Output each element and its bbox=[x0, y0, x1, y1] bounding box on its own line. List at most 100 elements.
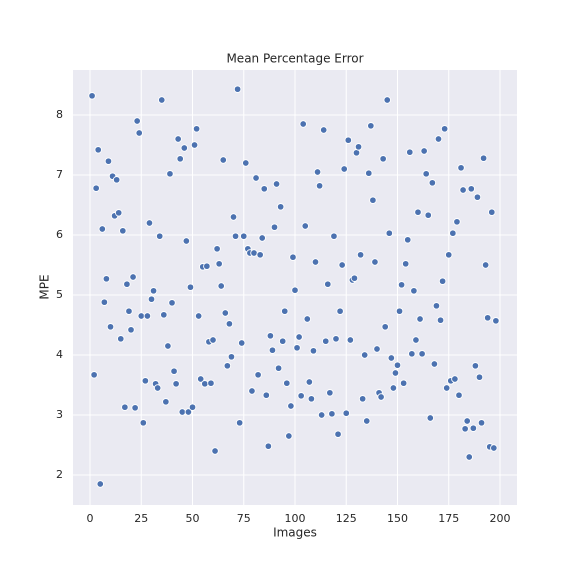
point bbox=[114, 209, 123, 217]
point bbox=[141, 377, 150, 385]
point bbox=[389, 384, 398, 392]
point bbox=[149, 287, 158, 295]
point bbox=[373, 345, 381, 353]
x-tick-label: 200 bbox=[489, 512, 510, 525]
point bbox=[490, 444, 498, 452]
point bbox=[287, 402, 295, 410]
x-tick-label: 175 bbox=[438, 512, 459, 525]
point bbox=[227, 353, 236, 361]
point bbox=[135, 129, 143, 137]
point bbox=[307, 395, 316, 403]
point bbox=[272, 180, 281, 188]
point bbox=[432, 302, 441, 310]
point bbox=[367, 122, 375, 130]
point bbox=[475, 373, 484, 381]
point bbox=[213, 245, 221, 253]
point bbox=[461, 425, 469, 433]
point bbox=[299, 120, 307, 128]
point bbox=[203, 262, 211, 270]
point bbox=[223, 362, 232, 370]
point bbox=[237, 339, 246, 347]
point bbox=[180, 144, 189, 152]
point bbox=[90, 371, 98, 379]
point bbox=[94, 146, 102, 154]
point bbox=[283, 379, 291, 387]
x-tick-label: 100 bbox=[285, 512, 306, 525]
point bbox=[274, 364, 283, 372]
point bbox=[112, 176, 121, 184]
point bbox=[463, 417, 471, 425]
point bbox=[164, 342, 172, 350]
y-tick-label: 5 bbox=[56, 288, 63, 301]
point bbox=[158, 96, 166, 104]
point bbox=[334, 430, 342, 438]
point bbox=[176, 155, 184, 163]
point bbox=[276, 203, 285, 211]
point bbox=[137, 312, 146, 320]
point bbox=[281, 307, 289, 315]
point bbox=[182, 237, 191, 245]
x-tick-label: 0 bbox=[87, 512, 94, 525]
point bbox=[160, 311, 168, 319]
x-axis-label: Images bbox=[273, 526, 317, 540]
point bbox=[414, 208, 422, 216]
point bbox=[104, 157, 113, 165]
point bbox=[356, 251, 365, 259]
point bbox=[127, 326, 135, 334]
point bbox=[397, 281, 406, 289]
point bbox=[192, 125, 201, 133]
point bbox=[184, 408, 193, 416]
point bbox=[194, 312, 203, 320]
y-tick-label: 2 bbox=[56, 468, 63, 481]
point bbox=[406, 148, 414, 156]
point bbox=[106, 323, 115, 331]
point bbox=[295, 333, 303, 341]
point bbox=[190, 141, 199, 149]
point bbox=[168, 299, 176, 307]
y-tick-label: 3 bbox=[56, 408, 63, 421]
point bbox=[170, 367, 178, 375]
point bbox=[467, 185, 476, 193]
point bbox=[428, 179, 437, 187]
point bbox=[186, 283, 195, 291]
point bbox=[459, 186, 467, 194]
x-tick-label: 50 bbox=[186, 512, 200, 525]
point bbox=[401, 260, 410, 268]
point bbox=[211, 447, 219, 455]
point bbox=[424, 211, 432, 219]
point bbox=[360, 351, 369, 359]
point bbox=[250, 249, 258, 257]
point bbox=[88, 92, 96, 100]
point bbox=[477, 419, 486, 427]
point bbox=[266, 332, 275, 340]
point bbox=[123, 280, 131, 288]
point bbox=[395, 307, 404, 315]
point bbox=[488, 208, 496, 216]
point bbox=[162, 398, 170, 406]
point bbox=[174, 135, 182, 143]
point bbox=[231, 232, 240, 240]
point bbox=[143, 312, 152, 320]
point bbox=[303, 315, 312, 323]
point bbox=[354, 143, 363, 151]
point bbox=[457, 164, 465, 172]
point bbox=[264, 442, 273, 450]
point bbox=[451, 375, 459, 383]
point bbox=[217, 282, 225, 290]
point bbox=[469, 424, 478, 432]
x-tick-label: 75 bbox=[237, 512, 251, 525]
point bbox=[455, 391, 463, 399]
point bbox=[385, 229, 394, 237]
point bbox=[147, 295, 156, 303]
point bbox=[342, 409, 350, 417]
point bbox=[483, 314, 492, 322]
point bbox=[399, 379, 408, 387]
point bbox=[313, 168, 322, 176]
point bbox=[346, 336, 355, 344]
point bbox=[166, 170, 174, 178]
point bbox=[131, 404, 139, 412]
point bbox=[278, 337, 287, 345]
point bbox=[100, 298, 109, 306]
point bbox=[324, 280, 332, 288]
point bbox=[252, 174, 260, 182]
